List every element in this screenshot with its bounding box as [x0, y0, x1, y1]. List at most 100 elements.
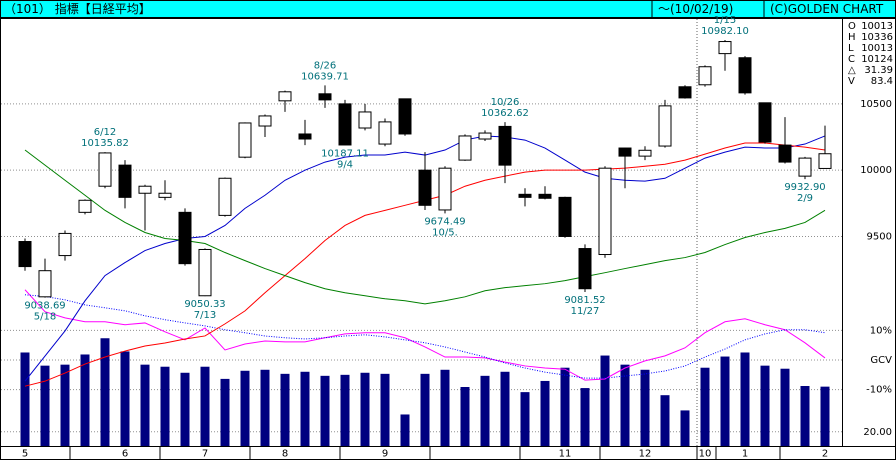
y-tick-label: -10%: [866, 385, 892, 396]
annotation-value: 9081.52: [564, 295, 605, 306]
candle-body: [438, 167, 452, 211]
volume-bar: [380, 373, 390, 446]
candle-body: [758, 102, 772, 143]
volume-bar: [740, 352, 750, 446]
info-value: 10013: [861, 43, 893, 54]
annotation-value: 10982.10: [701, 26, 749, 37]
header-copyright: (C)GOLDEN CHART: [770, 2, 884, 16]
volume-bar: [440, 369, 450, 446]
info-value: 10124: [861, 54, 893, 65]
candle-body: [18, 241, 32, 268]
plot: [18, 39, 832, 446]
candle-body: [638, 149, 652, 157]
x-tick-label: 1: [742, 449, 748, 460]
info-label: △: [848, 65, 856, 76]
info-value: 83.4: [871, 76, 893, 87]
volume-bar: [540, 380, 550, 446]
candle-body: [98, 152, 112, 187]
volume-bar: [460, 387, 470, 446]
annotation-date: 10/5.: [432, 227, 458, 238]
candle-body: [778, 144, 792, 163]
candle-body: [598, 167, 612, 256]
volume-bar: [220, 378, 230, 446]
volume-bar: [700, 367, 710, 446]
volume-bar: [600, 355, 610, 446]
candle-body: [298, 133, 312, 140]
candle-body: [118, 164, 132, 198]
x-tick-label: 5: [22, 449, 28, 460]
line-series: [24, 294, 826, 379]
info-label: C: [848, 54, 855, 65]
volume-bar: [260, 369, 270, 446]
line-series: [24, 289, 826, 381]
volume-bar: [120, 351, 130, 446]
volume-bar: [780, 368, 790, 446]
info-value: 31.39: [864, 65, 893, 76]
annotation-value: 10639.71: [301, 71, 349, 82]
candle-body: [498, 125, 512, 166]
volume-bar: [480, 375, 490, 446]
candle-body: [458, 135, 472, 161]
annotation-date: 8/26: [314, 60, 336, 71]
candle-body: [678, 86, 692, 99]
candle-body: [718, 41, 732, 55]
candle-body: [358, 111, 372, 129]
y-tick-label: 10500: [860, 99, 892, 110]
annotation-date: 6/12: [94, 127, 116, 138]
volume-bar: [620, 364, 630, 446]
x-tick-label: 8: [282, 449, 288, 460]
volume-bar: [520, 392, 530, 446]
annotation-date: 2/9: [797, 193, 813, 204]
volume-bar: [420, 373, 430, 446]
candle-body: [658, 105, 672, 147]
volume-bar: [640, 369, 650, 446]
y-tick-label: GCV: [870, 355, 892, 366]
volume-bar: [320, 375, 330, 446]
volume-bar: [200, 366, 210, 446]
y-tick-label: 9500: [867, 231, 892, 242]
volume-bar: [360, 372, 370, 446]
x-tick-label: 10: [699, 449, 712, 460]
line-series: [24, 149, 826, 305]
candle-body: [338, 103, 352, 146]
annotation-value: 10187.11: [321, 148, 369, 159]
candle-body: [158, 192, 172, 198]
annotation-date: 9/4: [337, 159, 353, 170]
x-axis-separators: [69, 447, 781, 460]
volume-bar: [560, 367, 570, 446]
candle-body: [278, 91, 292, 102]
volume-bar: [80, 354, 90, 446]
annotation-date: 1/15: [714, 15, 736, 26]
annotation-date: 11/27: [571, 306, 600, 317]
x-tick-label: 12: [639, 449, 652, 460]
candle-body: [518, 193, 532, 198]
volume-bar: [140, 364, 150, 446]
volume-bar: [180, 372, 190, 446]
candle-body: [178, 211, 192, 265]
candle-body: [578, 248, 592, 290]
x-tick-label: 11: [559, 449, 572, 460]
y-tick-label: 10000: [860, 165, 892, 176]
candle-body: [558, 196, 572, 237]
volume-bar: [680, 410, 690, 446]
annotation-value: 10135.82: [81, 138, 129, 149]
info-value: 10013: [861, 21, 893, 32]
candle-body: [478, 132, 492, 140]
volume-bar: [500, 371, 510, 446]
volume-bar: [580, 388, 590, 446]
candle-body: [138, 185, 152, 194]
volume-bar: [660, 395, 670, 446]
annotation-date: 5/18: [34, 312, 56, 323]
annotation-date: 10/26: [491, 97, 520, 108]
candle-body: [78, 199, 92, 213]
annotation-date: 7/13: [194, 310, 216, 321]
candle-body: [198, 248, 212, 297]
info-label: V: [848, 76, 855, 87]
candle-body: [218, 177, 232, 216]
y-tick-label: 20.00: [863, 427, 892, 438]
candle-body: [538, 193, 552, 199]
volume-bar: [720, 356, 730, 446]
volume-bar: [240, 370, 250, 446]
candle-body: [618, 147, 632, 157]
